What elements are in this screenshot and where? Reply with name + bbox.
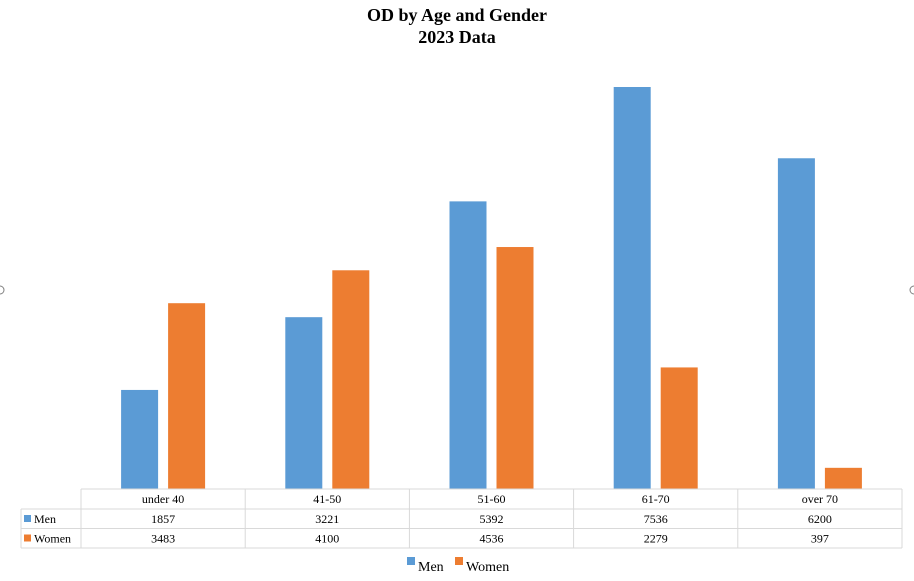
data-label: 3221 — [315, 512, 339, 526]
legend-label-women: Women — [466, 560, 509, 575]
bar-men-2 — [449, 201, 487, 489]
legend-key-women — [455, 557, 463, 565]
left-resize-handle[interactable] — [0, 285, 5, 295]
bar-men-0 — [121, 389, 159, 489]
data-label: 5392 — [480, 512, 504, 526]
data-label: 1857 — [151, 512, 175, 526]
bar-women-2 — [496, 247, 534, 489]
right-resize-handle[interactable] — [909, 285, 914, 295]
bar-women-3 — [660, 367, 698, 489]
data-label: 2279 — [644, 532, 668, 546]
data-label: 7536 — [644, 512, 668, 526]
data-label: 4100 — [315, 532, 339, 546]
table-legend-key-men — [24, 515, 31, 522]
chart-subtitle: 2023 Data — [418, 27, 496, 47]
bar-women-4 — [824, 467, 862, 489]
category-label: 51-60 — [478, 492, 506, 506]
data-label: 397 — [811, 532, 829, 546]
legend: Men Women — [407, 557, 509, 575]
bars-group — [121, 87, 862, 489]
legend-label-men: Men — [418, 560, 444, 575]
bar-women-0 — [168, 303, 206, 489]
table-series-label: Women — [34, 532, 71, 546]
category-label: over 70 — [802, 492, 838, 506]
category-label: 61-70 — [642, 492, 670, 506]
data-label: 4536 — [480, 532, 504, 546]
category-label: under 40 — [142, 492, 184, 506]
table-series-label: Men — [34, 512, 56, 526]
table-legend-key-women — [24, 534, 31, 542]
bar-women-1 — [332, 270, 370, 489]
chart-title: OD by Age and Gender — [367, 5, 547, 25]
bar-men-4 — [777, 158, 815, 489]
bar-men-1 — [285, 317, 323, 489]
category-label: 41-50 — [313, 492, 341, 506]
data-table: under 40 41-50 51-60 61-70 over 70 Men 1857 322… — [20, 488, 903, 549]
data-label: 6200 — [808, 512, 832, 526]
data-label: 3483 — [151, 532, 175, 546]
legend-key-men — [407, 557, 415, 565]
bar-men-3 — [613, 87, 651, 489]
